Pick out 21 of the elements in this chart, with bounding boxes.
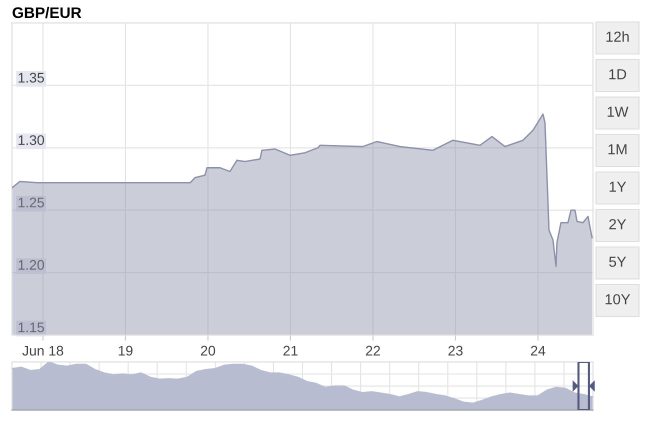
text: 5Y bbox=[609, 256, 626, 267]
x-tick-label: 20 bbox=[200, 346, 216, 356]
y-tick-label: 1.25 bbox=[18, 198, 44, 208]
x-tick-label: Jun 18 bbox=[22, 346, 64, 356]
x-tick-label: 21 bbox=[283, 346, 298, 356]
y-tick-label: 1.20 bbox=[18, 260, 44, 270]
text: 10Y bbox=[606, 294, 630, 304]
y-tick-label: 1.15 bbox=[18, 322, 44, 332]
text: 1M bbox=[608, 144, 626, 154]
text: 1D bbox=[609, 69, 626, 80]
y-tick-label: 1.35 bbox=[18, 72, 44, 83]
chart-title: GBP/EUR bbox=[12, 6, 82, 18]
y-tick-label: 1.30 bbox=[18, 135, 44, 146]
x-tick-label: 23 bbox=[448, 346, 463, 356]
text: 2Y bbox=[609, 219, 626, 230]
x-tick-label: 19 bbox=[118, 346, 133, 356]
text: 12h bbox=[606, 31, 629, 42]
x-tick-label: 24 bbox=[530, 346, 546, 356]
text: 1W bbox=[608, 106, 628, 117]
text: 1Y bbox=[610, 182, 626, 192]
x-tick-label: 22 bbox=[366, 346, 380, 356]
